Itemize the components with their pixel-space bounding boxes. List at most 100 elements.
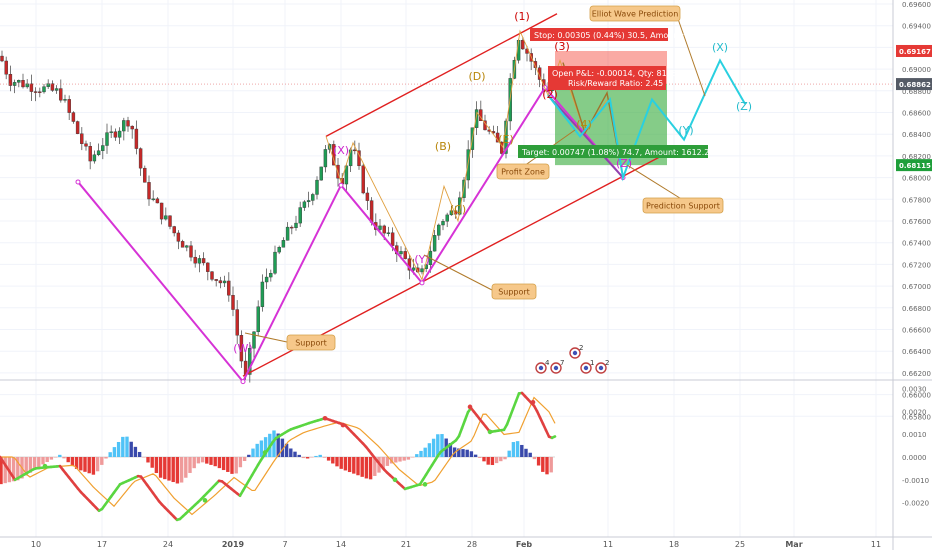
candle-body xyxy=(400,251,403,254)
macd-bar xyxy=(188,457,191,473)
candle-body xyxy=(5,61,8,74)
price-tick-label: 0.66200 xyxy=(902,370,931,378)
support-label-left: Support xyxy=(295,339,327,348)
macd-tick-label: 0.0010 xyxy=(902,431,927,439)
candle-body xyxy=(68,99,71,112)
prediction-support-label: Prediction Support xyxy=(646,202,720,211)
macd-bar xyxy=(323,457,326,458)
macd-bar xyxy=(424,448,427,457)
candle-body xyxy=(421,269,424,272)
pnl-line1: Open P&L: -0.00014, Qty: 81967 xyxy=(552,69,682,78)
candle-body xyxy=(236,310,239,336)
candle-body xyxy=(379,226,382,230)
wave-path-wxyz xyxy=(78,88,623,382)
wave-label: (B) xyxy=(435,140,451,153)
candle-body xyxy=(43,87,46,92)
macd-bar xyxy=(394,457,397,463)
candle-body xyxy=(433,235,436,251)
price-tick-label: 0.69000 xyxy=(902,66,931,74)
macd-bar xyxy=(508,451,511,457)
candle-body xyxy=(383,226,386,233)
current-price-tag: 0.68862 xyxy=(899,81,931,89)
event-badge-count: 1 xyxy=(590,359,594,367)
price-tick-label: 0.68600 xyxy=(902,110,931,118)
candle-body xyxy=(135,129,138,149)
macd-tick-label: 0.0030 xyxy=(902,386,927,394)
candle-body xyxy=(232,295,235,309)
support-label-mid-leader xyxy=(424,255,492,290)
macd-bar xyxy=(230,457,233,474)
elliot-wave-prediction-label: Elliot Wave Prediction xyxy=(592,10,679,19)
candle-body xyxy=(93,155,96,161)
macd-bar xyxy=(314,456,317,457)
macd-bar xyxy=(50,457,53,460)
candle-body xyxy=(286,227,289,240)
price-tick-label: 0.69600 xyxy=(902,1,931,9)
macd-bar xyxy=(62,457,65,458)
candle-body xyxy=(38,92,41,93)
candle-body xyxy=(265,277,268,282)
wave-label: (Y) xyxy=(678,124,693,137)
candle-body xyxy=(299,208,302,224)
date-tick-label: 24 xyxy=(163,540,173,549)
candle-body xyxy=(366,193,369,201)
macd-bar xyxy=(289,448,292,457)
candle-body xyxy=(122,120,125,131)
wave-node xyxy=(339,183,343,187)
macd-bar xyxy=(88,457,91,473)
macd-bar xyxy=(251,449,254,457)
macd-bar xyxy=(461,449,464,457)
macd-bar xyxy=(172,457,175,482)
event-badge-flag-icon xyxy=(554,366,558,370)
price-tick-label: 0.68400 xyxy=(902,131,931,139)
candle-body xyxy=(106,133,109,146)
price-tick-label: 0.67800 xyxy=(902,196,931,204)
macd-bar xyxy=(478,457,481,458)
candle-body xyxy=(55,89,58,91)
target-price-tag: 0.68115 xyxy=(899,162,931,170)
macd-bar xyxy=(260,440,263,457)
candle-body xyxy=(185,246,188,248)
date-tick-label: 10 xyxy=(31,540,41,549)
date-tick-label: Mar xyxy=(785,540,802,549)
candle-body xyxy=(194,257,197,263)
macd-bar xyxy=(545,457,548,474)
macd-bar xyxy=(403,457,406,461)
date-tick-label: 28 xyxy=(467,540,477,549)
date-tick-label: 2019 xyxy=(222,540,245,549)
price-tick-label: 0.66400 xyxy=(902,348,931,356)
wave-label: (Z) xyxy=(736,100,752,113)
macd-bar xyxy=(537,457,540,466)
wave-label: (D) xyxy=(468,70,485,83)
macd-bar xyxy=(398,457,401,462)
wave-node xyxy=(420,281,424,285)
candle-body xyxy=(311,194,314,200)
macd-bar xyxy=(222,457,225,470)
macd-line-segment xyxy=(552,436,555,437)
macd-bar xyxy=(470,451,473,457)
macd-bar xyxy=(117,442,120,457)
profit-zone-label: Profit Zone xyxy=(501,168,545,177)
candle-body xyxy=(80,134,83,144)
wave-label: (X) xyxy=(712,41,728,54)
macd-bar xyxy=(71,457,74,466)
stop-box-text: Stop: 0.00305 (0.44%) 30.5, Amount: 750 xyxy=(534,31,702,40)
price-tick-label: 0.68000 xyxy=(902,175,931,183)
macd-bar xyxy=(369,457,372,479)
date-tick-label: Feb xyxy=(516,540,533,549)
candle-body xyxy=(521,40,524,49)
candle-body xyxy=(202,258,205,262)
candle-body xyxy=(97,151,100,155)
wave-node xyxy=(76,180,80,184)
macd-bar xyxy=(184,457,187,478)
macd-bar xyxy=(482,457,485,461)
macd-bar xyxy=(155,457,158,473)
support-label-mid: Support xyxy=(498,288,530,297)
pnl-line2: Risk/Reward Ratio: 2.45 xyxy=(568,79,663,88)
candle-body xyxy=(261,282,264,307)
target-box-text: Target: 0.00747 (1.08%) 74.7, Amount: 16… xyxy=(521,148,714,157)
macd-bar xyxy=(256,444,259,457)
